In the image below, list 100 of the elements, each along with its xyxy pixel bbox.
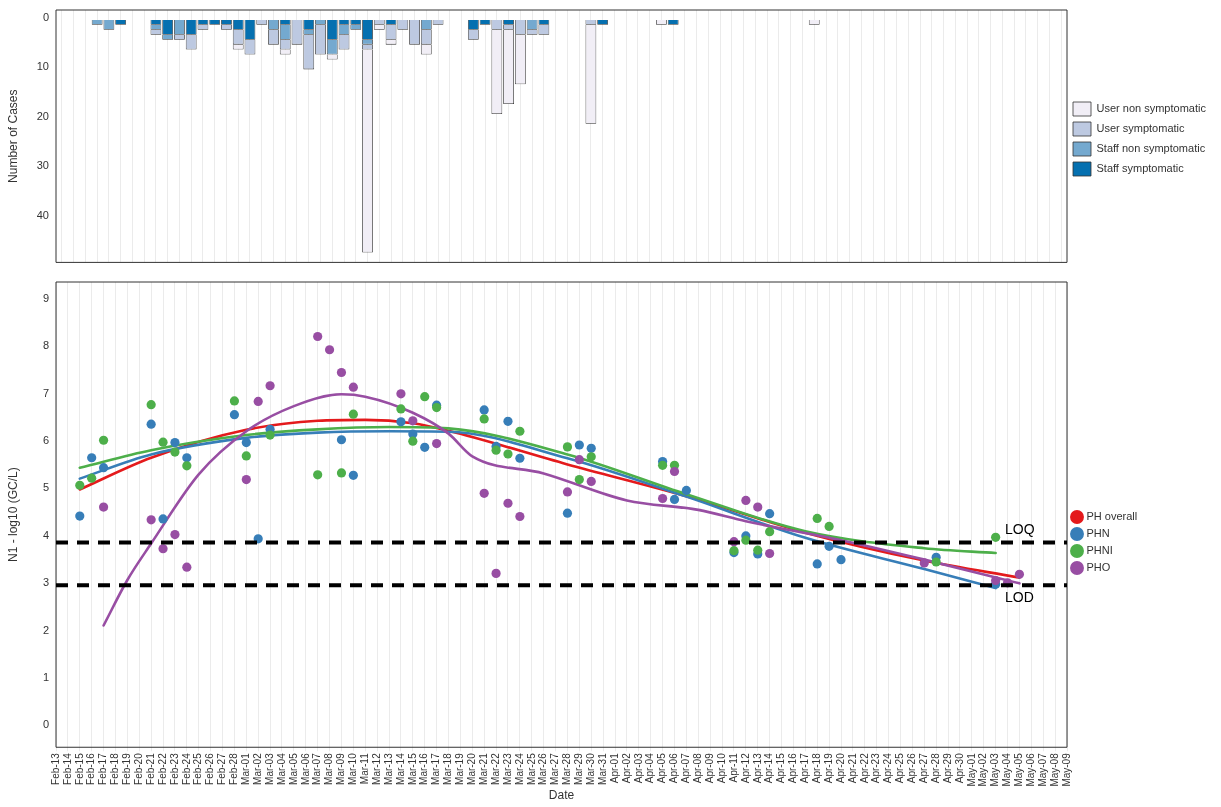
x-tick-label: Feb-15 (73, 752, 85, 785)
x-tick-label: Mar-18 (442, 752, 454, 785)
x-tick-label: Apr-10 (715, 752, 727, 784)
y-tick-label: 0 (42, 718, 49, 731)
x-tick-label: Apr-26 (906, 752, 918, 784)
x-tick-label: Feb-21 (144, 752, 156, 785)
x-tick-label: Mar-02 (251, 752, 263, 785)
x-tick-label: Apr-29 (941, 752, 953, 784)
y-tick-label: 30 (36, 159, 49, 172)
x-tick-label: Feb-23 (168, 752, 180, 785)
x-tick-label: Feb-18 (109, 752, 121, 785)
x-tick-label: Feb-25 (192, 752, 204, 785)
x-tick-label: Feb-14 (61, 752, 73, 785)
x-tick-label: Apr-30 (953, 752, 965, 784)
x-tick-label: Mar-17 (430, 752, 442, 785)
x-tick-label: Feb-26 (204, 752, 216, 785)
x-tick-label: Feb-24 (180, 752, 192, 785)
x-tick-label: Mar-16 (418, 752, 430, 785)
y-tick-label: 8 (42, 339, 49, 352)
y-tick-label: 10 (36, 60, 49, 73)
y-tick-label: 0 (42, 10, 49, 23)
x-tick-label: Apr-07 (680, 752, 692, 784)
x-tick-label: Mar-09 (335, 752, 347, 785)
y-tick-label: 3 (42, 576, 49, 589)
x-tick-label: Mar-12 (370, 752, 382, 785)
x-tick-label: Mar-30 (584, 752, 596, 785)
x-tick-label: Mar-05 (287, 752, 299, 785)
y-tick-label: 7 (42, 386, 49, 399)
x-tick-label: Apr-09 (703, 752, 715, 784)
x-tick-label: May-01 (965, 752, 977, 787)
x-tick-label: Mar-22 (489, 752, 501, 785)
legend-label: Staff non symptomatic (1096, 142, 1206, 155)
x-tick-label: Feb-16 (85, 752, 97, 785)
x-tick-label: May-05 (1013, 752, 1025, 787)
x-tick-label: May-03 (989, 752, 1001, 787)
x-tick-label: Apr-14 (763, 752, 775, 784)
x-tick-label: May-04 (1001, 752, 1013, 787)
x-tick-label: Feb-27 (216, 752, 228, 785)
x-tick-label: Mar-26 (537, 752, 549, 785)
x-tick-label: Apr-02 (620, 752, 632, 784)
x-tick-label: Mar-08 (323, 752, 335, 785)
x-tick-label: Apr-06 (668, 752, 680, 784)
y-tick-label: 5 (42, 481, 49, 494)
x-tick-label: Mar-19 (454, 752, 466, 785)
x-tick-label: Mar-14 (394, 752, 406, 785)
x-tick-label: Mar-04 (275, 752, 287, 785)
x-tick-label: Apr-25 (894, 752, 906, 784)
y-tick-label: 1 (42, 671, 49, 684)
x-tick-label: Mar-15 (406, 752, 418, 785)
ref-line-label: LOD (1005, 589, 1034, 606)
x-tick-label: Mar-27 (549, 752, 561, 785)
x-tick-label: Apr-23 (870, 752, 882, 784)
x-tick-label: May-02 (977, 752, 989, 787)
x-tick-label: Mar-11 (359, 752, 370, 785)
x-tick-label: Apr-04 (644, 752, 656, 784)
x-tick-label: May-08 (1048, 752, 1060, 787)
x-tick-label: Feb-28 (228, 752, 240, 785)
legend-label: PHN (1086, 527, 1110, 540)
x-tick-label: Mar-28 (561, 752, 573, 785)
x-tick-label: Mar-20 (466, 752, 478, 785)
x-tick-label: Mar-13 (382, 752, 394, 785)
x-tick-label: Apr-12 (739, 752, 751, 784)
y-axis-title: Number of Cases (5, 89, 20, 183)
ref-line-label: LOQ (1005, 521, 1035, 538)
legend-label: User non symptomatic (1096, 102, 1207, 115)
y-tick-label: 4 (42, 528, 49, 541)
y-axis-title: N1 - log10 (GC/L) (5, 467, 20, 562)
legend-label: Staff symptomatic (1096, 162, 1185, 175)
legend-label: PHNI (1086, 544, 1113, 557)
x-tick-label: Mar-01 (240, 752, 252, 785)
x-tick-label: Feb-19 (121, 752, 133, 785)
x-tick-label: Apr-15 (775, 752, 787, 784)
x-tick-label: Feb-22 (156, 752, 168, 785)
x-tick-label: Apr-22 (858, 752, 870, 784)
x-tick-label: Apr-16 (787, 752, 799, 784)
x-tick-label: Apr-05 (656, 752, 668, 784)
x-tick-label: Apr-01 (608, 752, 620, 784)
x-tick-label: Apr-20 (834, 752, 846, 784)
y-tick-label: 9 (42, 291, 49, 304)
x-tick-label: Apr-27 (918, 752, 930, 784)
x-tick-label: Apr-08 (692, 752, 704, 784)
x-tick-label: May-07 (1036, 752, 1048, 787)
x-tick-label: Apr-13 (751, 752, 763, 784)
x-tick-label: Mar-29 (573, 752, 585, 785)
x-tick-label: Mar-31 (596, 752, 608, 785)
x-tick-label: Feb-20 (133, 752, 145, 785)
x-tick-label: Mar-07 (311, 752, 323, 785)
x-tick-label: Mar-21 (477, 752, 489, 785)
x-tick-label: Mar-06 (299, 752, 311, 785)
x-tick-label: Apr-28 (929, 752, 941, 784)
x-tick-label: Apr-19 (822, 752, 834, 784)
y-tick-label: 6 (42, 434, 49, 447)
y-tick-label: 20 (36, 109, 49, 122)
x-axis-title: Date (548, 788, 575, 803)
x-tick-label: Apr-21 (846, 752, 858, 784)
x-tick-label: Feb-13 (49, 752, 61, 785)
legend-label: User symptomatic (1096, 122, 1186, 135)
x-tick-label: Apr-24 (882, 752, 894, 784)
y-tick-label: 2 (42, 623, 49, 636)
x-tick-label: Mar-24 (513, 752, 525, 785)
